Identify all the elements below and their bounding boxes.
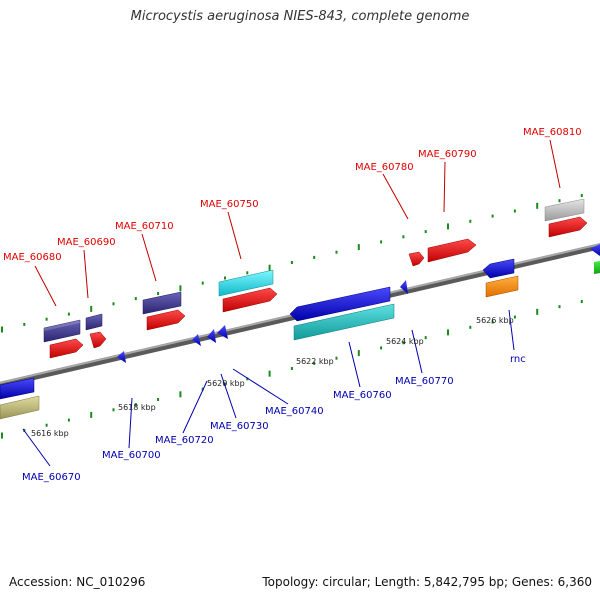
leader-lines [22, 139, 561, 467]
gene-edge-green[interactable] [594, 261, 600, 274]
gene-mae-60720[interactable] [192, 334, 201, 346]
gene-mae-60670[interactable] [0, 377, 35, 400]
kbp-label: 5622 kbp [296, 357, 334, 366]
genome-summary: Topology: circular; Length: 5,842,795 bp… [262, 575, 592, 589]
gene-label[interactable]: MAE_60730 [210, 421, 269, 432]
kbp-label: 5626 kbp [476, 316, 514, 325]
gene-teal[interactable] [293, 303, 395, 341]
gene-labels-top: MAE_60680 MAE_60690 MAE_60710 MAE_60750 … [3, 127, 582, 263]
gene-track-top [43, 198, 588, 359]
gene-red-1[interactable] [49, 338, 84, 359]
gene-label[interactable]: MAE_60750 [200, 199, 259, 210]
gene-red-3[interactable] [146, 309, 186, 331]
gene-label[interactable]: rnc [510, 354, 526, 365]
gene-label[interactable]: MAE_60690 [57, 237, 116, 248]
gene-label[interactable]: MAE_60680 [3, 252, 62, 263]
gene-mae-60770[interactable] [400, 280, 408, 294]
gene-label[interactable]: MAE_60710 [115, 221, 174, 232]
gene-mae-60750[interactable] [218, 269, 274, 297]
kbp-labels: 5616 kbp 5618 kbp 5620 kbp 5622 kbp 5624… [31, 316, 514, 438]
gene-label[interactable]: MAE_60770 [395, 376, 454, 387]
gene-mae-60790[interactable] [427, 238, 477, 263]
gene-red-2[interactable] [89, 331, 107, 349]
kbp-label: 5618 kbp [118, 403, 156, 412]
gene-label[interactable]: MAE_60720 [155, 435, 214, 446]
kbp-label: 5616 kbp [31, 429, 69, 438]
gene-track-bottom [0, 244, 600, 420]
gene-red-4[interactable] [222, 287, 278, 313]
gene-mae-60700[interactable] [117, 351, 126, 363]
genome-title: Microcystis aeruginosa NIES-843, complet… [130, 9, 470, 24]
tick-layer [1, 194, 583, 439]
kbp-label: 5624 kbp [386, 337, 424, 346]
gene-orange[interactable] [485, 275, 519, 298]
gene-labels-bottom: MAE_60670 MAE_60700 MAE_60720 MAE_60730 … [22, 354, 526, 483]
gene-mae-60780[interactable] [408, 251, 425, 267]
gene-label[interactable]: MAE_60670 [22, 472, 81, 483]
gene-label[interactable]: MAE_60790 [418, 149, 477, 160]
gene-mae-60760[interactable] [289, 286, 391, 322]
gene-label[interactable]: MAE_60760 [333, 390, 392, 401]
gene-label[interactable]: MAE_60810 [523, 127, 582, 138]
accession-text: Accession: NC_010296 [9, 575, 146, 589]
gene-edge-blue[interactable] [590, 244, 600, 256]
kbp-label: 5620 kbp [207, 379, 245, 388]
gene-label[interactable]: MAE_60700 [102, 450, 161, 461]
gene-red-7[interactable] [548, 216, 588, 238]
gene-mae-60710[interactable] [142, 291, 182, 315]
gene-label[interactable]: MAE_60780 [355, 162, 414, 173]
gene-mae-60740[interactable] [217, 325, 228, 339]
gene-label[interactable]: MAE_60740 [265, 406, 324, 417]
gene-mae-60810[interactable] [544, 198, 585, 222]
gene-mae-60690[interactable] [85, 313, 103, 331]
gene-mae-60730[interactable] [207, 329, 216, 343]
gene-mae-60680[interactable] [43, 319, 81, 343]
gene-rnc[interactable] [482, 258, 515, 279]
gene-khaki[interactable] [0, 395, 40, 420]
